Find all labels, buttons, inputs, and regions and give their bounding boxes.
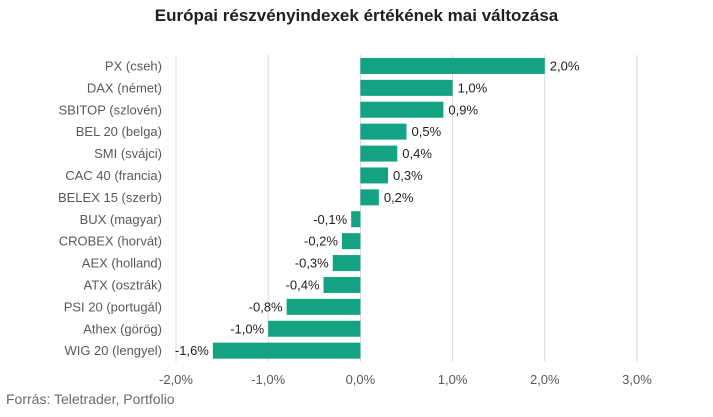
category-label: Athex (görög) (83, 321, 162, 336)
data-label: 0,3% (393, 168, 423, 183)
bar (360, 167, 389, 184)
data-label: -0,1% (313, 212, 347, 227)
data-label: -1,0% (230, 321, 264, 336)
x-tick-label: 0,0% (346, 372, 376, 387)
source-note: Forrás: Teletrader, Portfolio (6, 391, 175, 407)
data-label: -0,2% (304, 234, 338, 249)
data-label: 1,0% (458, 80, 488, 95)
category-label: DAX (német) (87, 80, 162, 95)
x-tick-label: 3,0% (622, 372, 652, 387)
bar (286, 298, 361, 315)
category-label: CROBEX (horvát) (59, 234, 162, 249)
x-tick-label: 2,0% (530, 372, 560, 387)
data-label: 0,5% (412, 124, 442, 139)
bar (268, 320, 361, 337)
bar (332, 255, 361, 272)
bar (212, 342, 361, 359)
category-label: BUX (magyar) (80, 212, 162, 227)
data-label: -1,6% (175, 343, 209, 358)
bar (341, 233, 361, 250)
category-label: PSI 20 (portugál) (64, 299, 162, 314)
category-label: CAC 40 (francia) (65, 168, 162, 183)
x-tick-label: -1,0% (251, 372, 285, 387)
bar (360, 57, 545, 74)
category-label: WIG 20 (lengyel) (64, 343, 162, 358)
chart-title: Európai részvényindexek értékének mai vá… (154, 6, 559, 25)
x-tick-label: -2,0% (159, 372, 193, 387)
category-label: SBITOP (szlovén) (58, 102, 162, 117)
bar (323, 276, 361, 293)
x-tick-label: 1,0% (438, 372, 468, 387)
category-label: SMI (svájci) (94, 146, 162, 161)
data-label: -0,3% (295, 256, 329, 271)
data-label: 0,2% (384, 190, 414, 205)
data-label: 2,0% (550, 58, 580, 73)
bar (360, 123, 407, 140)
bar (360, 79, 453, 96)
bar (360, 189, 379, 206)
category-label: PX (cseh) (105, 58, 162, 73)
bar (360, 145, 398, 162)
category-label: BELEX 15 (szerb) (58, 190, 162, 205)
data-label: -0,4% (286, 277, 320, 292)
category-label: AEX (holland) (82, 256, 162, 271)
bar (351, 211, 361, 228)
data-label: 0,9% (448, 102, 478, 117)
data-label: 0,4% (402, 146, 432, 161)
category-label: BEL 20 (belga) (76, 124, 162, 139)
category-label: ATX (osztrák) (84, 277, 163, 292)
data-label: -0,8% (249, 299, 283, 314)
bar (360, 101, 444, 118)
